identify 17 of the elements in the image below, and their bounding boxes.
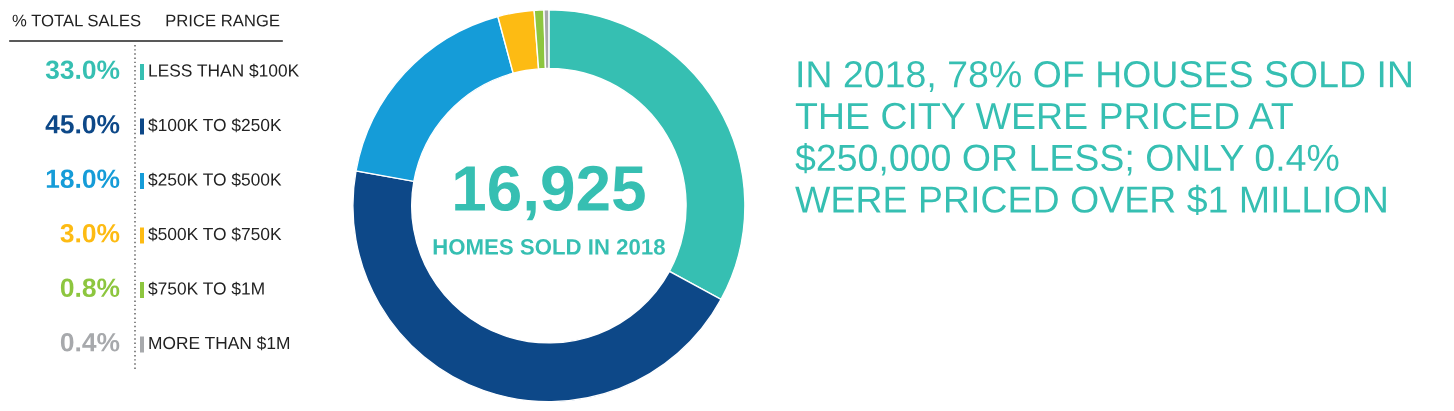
data-label: 3.0%: [60, 223, 120, 243]
data-label: 0.4%: [60, 332, 120, 352]
legend-label: LESS THAN $100K: [149, 63, 299, 78]
text: IN 2018, 78% OF HOUSES SOLD IN THE CITY WERE PRICED AT $250,000 OR LESS; ONLY 0.4% WERE PRICED OVER $1 MILLION: [795, 60, 1411, 216]
data-label: 18.0%: [46, 169, 120, 189]
legend-label: $750K TO $1M: [148, 281, 264, 296]
legend-title: % TOTAL SALES: [12, 14, 141, 27]
data-label: 45.0%: [45, 114, 120, 134]
data-label: 33.0%: [45, 60, 120, 80]
legend-label: $500K TO $750K: [148, 227, 282, 242]
legend-label: $250K TO $500K: [148, 172, 282, 187]
text: PRICE RANGE: [166, 14, 280, 27]
text: 16,925: [455, 165, 645, 221]
data-label: 0.8%: [60, 278, 120, 298]
legend-label: $100K TO $250K: [148, 118, 282, 133]
text: HOMES SOLD IN 2018: [433, 239, 665, 255]
legend-label: MORE THAN $1M: [149, 336, 290, 351]
